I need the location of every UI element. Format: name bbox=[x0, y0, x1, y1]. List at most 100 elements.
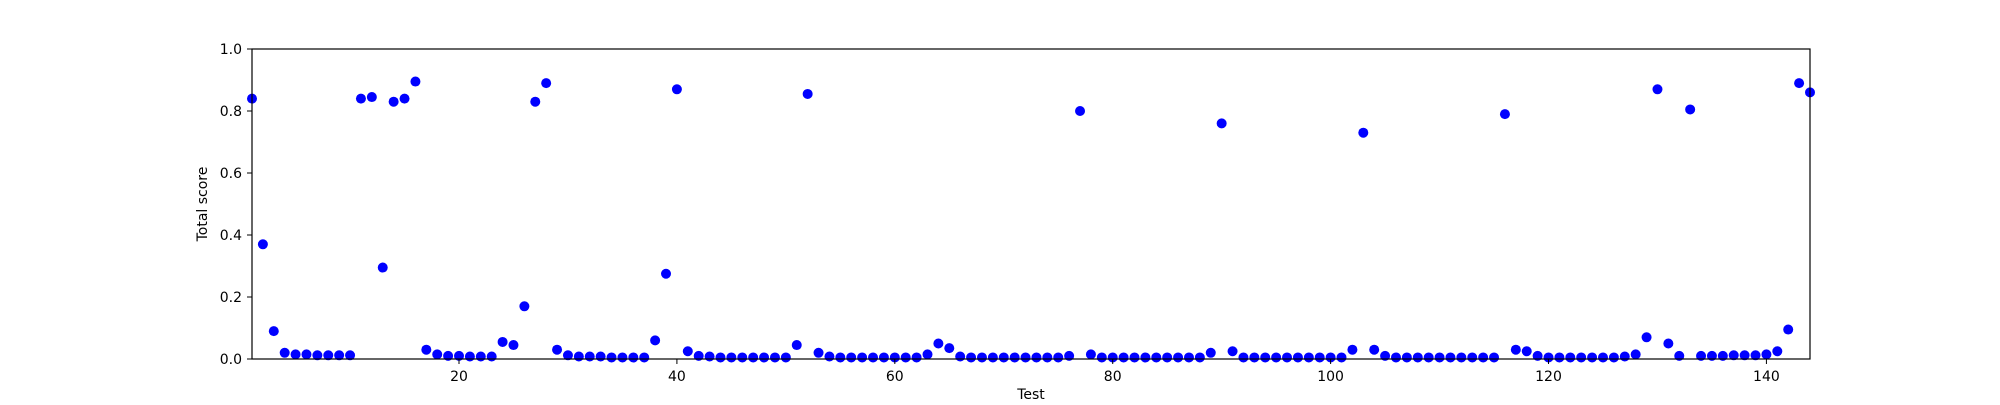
data-point bbox=[1739, 350, 1750, 361]
data-point bbox=[1042, 352, 1053, 363]
data-point bbox=[911, 352, 922, 363]
data-point bbox=[1554, 352, 1565, 363]
data-point bbox=[268, 326, 279, 337]
data-point bbox=[1183, 352, 1194, 363]
data-point bbox=[508, 340, 519, 351]
data-point bbox=[628, 352, 639, 363]
data-point bbox=[998, 352, 1009, 363]
data-point bbox=[530, 96, 541, 107]
data-point bbox=[1151, 352, 1162, 363]
data-point bbox=[1521, 346, 1532, 357]
data-point bbox=[1467, 352, 1478, 363]
data-point bbox=[355, 93, 366, 104]
data-point bbox=[1499, 109, 1510, 120]
data-point bbox=[1456, 352, 1467, 363]
data-point bbox=[432, 349, 443, 360]
data-point bbox=[1641, 332, 1652, 343]
data-point bbox=[1608, 352, 1619, 363]
data-point bbox=[1249, 352, 1260, 363]
data-point bbox=[769, 352, 780, 363]
data-point bbox=[1772, 346, 1783, 357]
data-point bbox=[1336, 352, 1347, 363]
data-point bbox=[334, 350, 345, 361]
data-point bbox=[617, 352, 628, 363]
data-point bbox=[650, 335, 661, 346]
data-point bbox=[1009, 352, 1020, 363]
data-point bbox=[1783, 324, 1794, 335]
x-tick-label: 100 bbox=[1317, 369, 1344, 385]
data-point bbox=[1140, 352, 1151, 363]
data-point bbox=[1238, 352, 1249, 363]
data-point bbox=[868, 352, 879, 363]
data-point bbox=[846, 352, 857, 363]
data-point bbox=[780, 352, 791, 363]
data-point bbox=[1587, 352, 1598, 363]
x-tick-label: 20 bbox=[450, 369, 468, 385]
plot-area-frame bbox=[251, 48, 1811, 360]
data-point bbox=[955, 351, 966, 362]
data-point bbox=[1685, 104, 1696, 115]
data-point bbox=[1260, 352, 1271, 363]
data-point bbox=[573, 351, 584, 362]
data-point bbox=[704, 351, 715, 362]
y-tick-label: 1.0 bbox=[220, 42, 242, 58]
data-point bbox=[1053, 352, 1064, 363]
data-point bbox=[1194, 352, 1205, 363]
data-point bbox=[1423, 352, 1434, 363]
x-tick-label: 40 bbox=[668, 369, 686, 385]
data-point bbox=[1096, 352, 1107, 363]
data-point bbox=[475, 351, 486, 362]
data-point bbox=[1216, 118, 1227, 129]
data-point bbox=[791, 340, 802, 351]
data-point bbox=[464, 351, 475, 362]
data-point bbox=[323, 350, 334, 361]
y-axis-label: Total score bbox=[195, 167, 211, 243]
data-point bbox=[290, 349, 301, 360]
data-point bbox=[671, 84, 682, 95]
data-point bbox=[802, 88, 813, 99]
data-point bbox=[1597, 352, 1608, 363]
data-point bbox=[933, 338, 944, 349]
data-point bbox=[759, 352, 770, 363]
data-point bbox=[1543, 352, 1554, 363]
data-point bbox=[377, 262, 388, 273]
data-point bbox=[1478, 352, 1489, 363]
data-point bbox=[682, 346, 693, 357]
data-point bbox=[1292, 352, 1303, 363]
data-point bbox=[1075, 106, 1086, 116]
data-point bbox=[726, 352, 737, 363]
data-point bbox=[1445, 352, 1456, 363]
data-point bbox=[878, 352, 889, 363]
data-point bbox=[1227, 346, 1238, 357]
data-point bbox=[1303, 352, 1314, 363]
data-point bbox=[279, 347, 290, 358]
data-point bbox=[1020, 352, 1031, 363]
data-point bbox=[1401, 352, 1412, 363]
y-axis-ticks: 0.0 0.2 0.4 0.6 0.8 1.0 bbox=[220, 42, 252, 368]
data-point bbox=[1565, 352, 1576, 363]
data-point bbox=[1489, 352, 1500, 363]
data-point bbox=[345, 350, 356, 361]
data-point bbox=[1271, 352, 1282, 363]
data-point bbox=[1652, 84, 1663, 95]
x-axis-ticks: 20 40 60 80 100 120 140 bbox=[450, 359, 1780, 385]
data-point bbox=[257, 239, 268, 250]
data-point bbox=[1663, 338, 1674, 349]
data-point bbox=[1369, 344, 1380, 355]
data-point bbox=[1358, 127, 1369, 138]
data-point bbox=[399, 93, 410, 104]
data-point bbox=[486, 351, 497, 362]
data-point bbox=[1390, 352, 1401, 363]
data-point bbox=[1412, 352, 1423, 363]
data-point bbox=[1761, 349, 1772, 360]
y-tick-label: 0.6 bbox=[220, 166, 242, 182]
data-point bbox=[301, 349, 312, 360]
data-point bbox=[1347, 344, 1358, 355]
data-point bbox=[1282, 352, 1293, 363]
data-point bbox=[857, 352, 868, 363]
data-point bbox=[388, 96, 399, 107]
data-points bbox=[247, 76, 1815, 363]
data-point bbox=[519, 301, 530, 312]
data-point bbox=[976, 352, 987, 363]
data-point bbox=[824, 351, 835, 362]
